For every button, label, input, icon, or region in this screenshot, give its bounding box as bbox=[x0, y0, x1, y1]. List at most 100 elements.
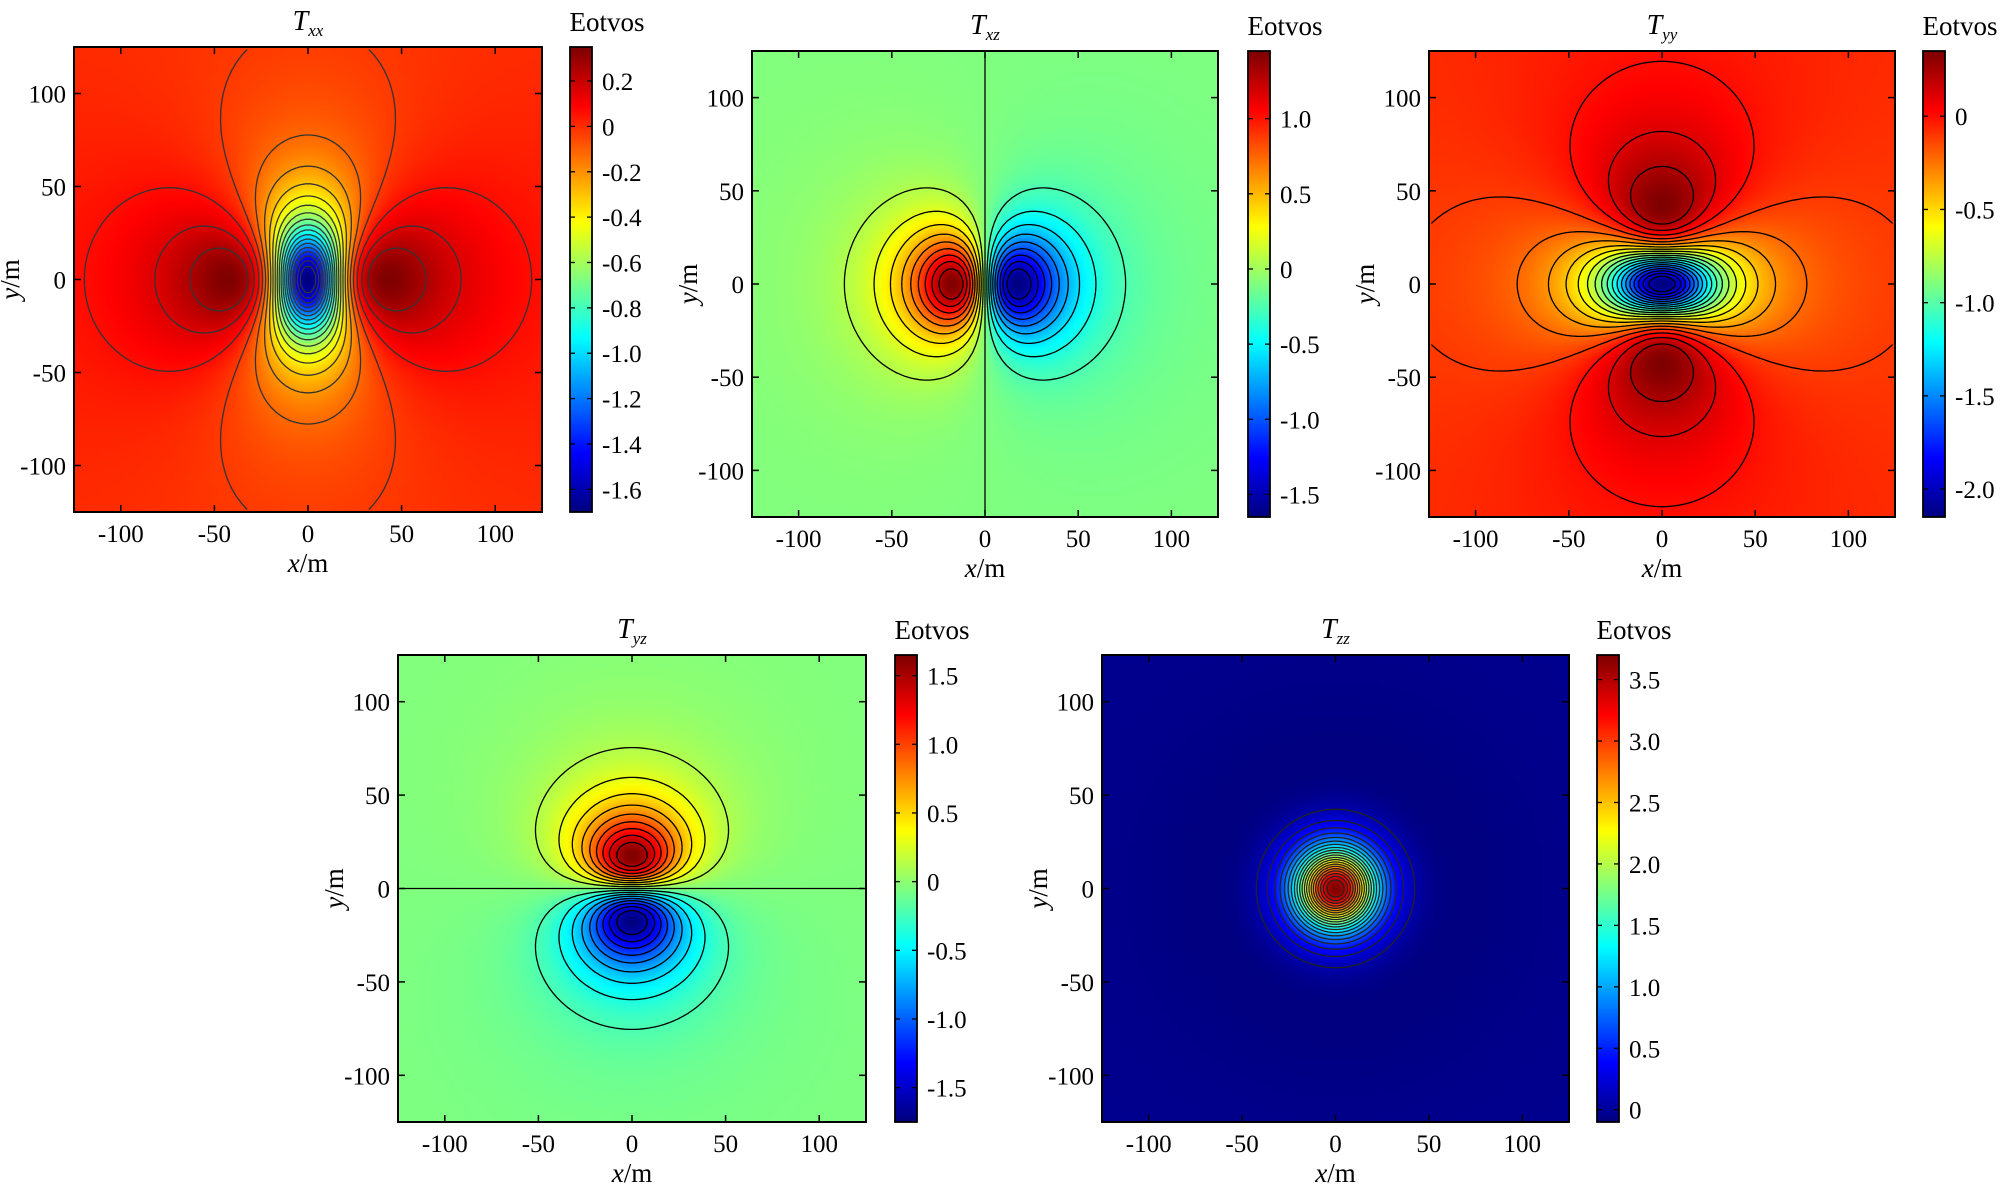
y-axis-label: y/m bbox=[1023, 868, 1053, 912]
contour-line bbox=[992, 233, 1069, 335]
colorbar-tick-label: 0 bbox=[927, 870, 940, 897]
contour-line bbox=[901, 233, 978, 335]
colorbar-tick-label: -1.6 bbox=[602, 477, 642, 504]
y-tick-label: -100 bbox=[344, 1063, 390, 1090]
colorbar-unit-label: Eotvos bbox=[1596, 615, 1671, 645]
heatmap-xx bbox=[74, 47, 542, 512]
colorbar-tick-label: 1.0 bbox=[1629, 975, 1660, 1002]
x-tick-label: -50 bbox=[875, 526, 908, 553]
x-axis-var: x bbox=[1641, 553, 1654, 583]
contour-line bbox=[589, 813, 675, 880]
x-tick-label: 100 bbox=[1830, 526, 1868, 553]
contour-line bbox=[282, 229, 334, 330]
colorbar-tick-label: 0 bbox=[1955, 104, 1968, 131]
contour-line bbox=[999, 254, 1046, 314]
contour-line bbox=[254, 134, 362, 425]
x-tick-label: -50 bbox=[198, 521, 231, 548]
colorbar-unit-label: Eotvos bbox=[569, 7, 644, 37]
x-axis-var: x bbox=[1314, 1158, 1327, 1188]
x-tick-label: 100 bbox=[476, 521, 514, 548]
title-subscript: xx bbox=[307, 21, 324, 40]
contour-line bbox=[1594, 252, 1730, 316]
contour-line bbox=[296, 260, 320, 299]
contour-line bbox=[1620, 262, 1704, 306]
panel-yy: -100 -50 0 50 100-100-50050100x/my/mTyy0-0.5… bbox=[1350, 10, 1998, 583]
contour-line bbox=[1255, 808, 1416, 969]
colorbar-unit-label: Eotvos bbox=[894, 615, 969, 645]
contour-line bbox=[1607, 130, 1717, 438]
contour-line bbox=[1002, 260, 1039, 308]
y-tick-label: 100 bbox=[1057, 690, 1095, 717]
contour-line bbox=[917, 248, 974, 320]
panel-xx: -100-50050100-100-50050100x/my/mTxx0.20-… bbox=[0, 6, 645, 578]
contour-line bbox=[1516, 230, 1808, 338]
colorbar-tick-label: 1.5 bbox=[927, 664, 958, 691]
x-tick-label: 50 bbox=[1416, 1131, 1441, 1158]
y-tick-label: 50 bbox=[365, 783, 390, 810]
y-tick-label: -50 bbox=[33, 361, 66, 388]
contour-line bbox=[873, 210, 982, 358]
contour-line bbox=[289, 246, 327, 313]
x-tick-label: 0 bbox=[1329, 1131, 1342, 1158]
contour-line bbox=[299, 265, 317, 294]
y-tick-label: 50 bbox=[719, 179, 744, 206]
contours-xx bbox=[83, 49, 533, 510]
y-tick-label: -50 bbox=[357, 970, 390, 997]
contour-line bbox=[558, 776, 706, 886]
x-tick-label: 50 bbox=[713, 1131, 738, 1158]
panel-title: Tyz bbox=[617, 614, 647, 648]
y-tick-label: 100 bbox=[29, 82, 67, 109]
contour-line bbox=[1616, 260, 1708, 308]
colorbar-tick-label: -1.0 bbox=[1955, 291, 1995, 318]
x-tick-label: -50 bbox=[1225, 1131, 1258, 1158]
x-axis-unit: /m bbox=[1327, 1158, 1356, 1188]
contour-line bbox=[1326, 879, 1345, 898]
title-symbol: T bbox=[970, 10, 988, 41]
colorbar-tick-label: -1.4 bbox=[602, 432, 642, 459]
y-axis-unit: /m bbox=[1350, 264, 1380, 293]
contour-line bbox=[1306, 859, 1365, 918]
x-tick-label: 0 bbox=[626, 1131, 639, 1158]
contour-line bbox=[996, 248, 1053, 320]
colorbar-frame bbox=[894, 654, 918, 1123]
title-subscript: yy bbox=[1660, 25, 1678, 44]
colorbar-tick-label: -0.4 bbox=[602, 205, 642, 232]
contour-line bbox=[1317, 870, 1354, 907]
colorbar-tick-label: 0 bbox=[1629, 1098, 1642, 1125]
colorbar-tick-label: 0.2 bbox=[602, 69, 633, 96]
contour-line bbox=[938, 268, 964, 300]
contour-line bbox=[1633, 268, 1691, 300]
contour-line bbox=[602, 902, 662, 949]
colorbar-tick-label: 1.0 bbox=[927, 732, 958, 759]
title-subscript: yz bbox=[631, 629, 648, 648]
y-tick-label: -50 bbox=[1061, 970, 1094, 997]
colorbar-tick-label: 0.5 bbox=[1629, 1036, 1660, 1063]
colorbar-tick-label: 2.5 bbox=[1629, 790, 1660, 817]
contour-line bbox=[83, 187, 533, 372]
colorbar-tick-label: -0.5 bbox=[927, 938, 967, 965]
contour-line bbox=[278, 218, 338, 341]
contour-line bbox=[1274, 827, 1397, 950]
colorbar-tick-label: 3.5 bbox=[1629, 668, 1660, 695]
y-axis-label: y/m bbox=[0, 259, 25, 303]
colorbar-unit-label: Eotvos bbox=[1922, 11, 1997, 41]
contour-line bbox=[1648, 275, 1676, 293]
x-axis-label: x/m bbox=[611, 1158, 653, 1188]
y-tick-label: 50 bbox=[41, 175, 66, 202]
contour-line bbox=[1629, 265, 1695, 303]
colorbar-tick-label: 2.0 bbox=[1629, 852, 1660, 879]
contour-line bbox=[1606, 256, 1718, 312]
contour-line bbox=[986, 187, 1127, 381]
contours-zz bbox=[1255, 808, 1416, 969]
contour-line bbox=[589, 897, 675, 964]
colorbar bbox=[1923, 51, 1945, 517]
contour-line bbox=[1287, 840, 1384, 937]
contour-line bbox=[595, 900, 669, 956]
contour-line bbox=[287, 242, 329, 317]
contour-line bbox=[1290, 843, 1381, 934]
contour-line bbox=[1266, 819, 1405, 958]
contour-line bbox=[843, 187, 984, 381]
heatmap-yy bbox=[1429, 51, 1895, 517]
heatmap-zz bbox=[1102, 655, 1569, 1122]
contour-line bbox=[571, 893, 693, 984]
